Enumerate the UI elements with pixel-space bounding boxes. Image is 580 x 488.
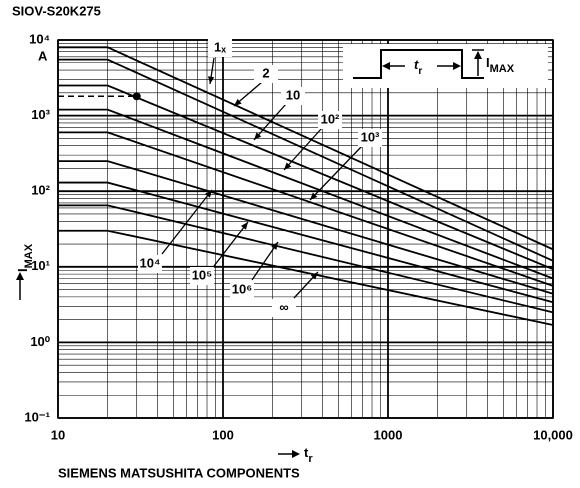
arrow-head	[310, 272, 318, 280]
arrow-head	[234, 98, 242, 106]
series-label: 10⁵	[192, 267, 213, 282]
arrow-head	[271, 242, 278, 250]
inset-i-main: I	[486, 55, 490, 70]
y-tick-label: 10¹	[31, 258, 50, 273]
series-label: 10⁴	[140, 255, 161, 270]
y-tick-label: 10²	[31, 183, 50, 198]
y-tick-label: 10⁰	[30, 334, 50, 349]
x-axis-label: tr	[304, 445, 313, 464]
label-leader	[253, 103, 287, 141]
series-label: 2	[262, 65, 269, 80]
plot-frame	[57, 39, 554, 419]
arrow-head	[292, 450, 300, 458]
label-leader	[213, 221, 249, 267]
arrow-head	[382, 62, 390, 70]
label-bg	[208, 39, 232, 57]
inset-t-sub: r	[418, 66, 422, 77]
arrow-head	[16, 272, 24, 280]
label-leader	[309, 145, 363, 201]
series-line	[58, 46, 554, 251]
arrow-head	[205, 190, 212, 198]
chart-title: SIOV-S20K275	[12, 3, 101, 18]
label-leader	[251, 241, 279, 281]
inset-t-label: tr	[414, 57, 422, 76]
arrow-head	[241, 222, 248, 230]
label-leader	[283, 127, 323, 171]
series-line	[58, 229, 554, 326]
series-label: 10²	[321, 111, 340, 126]
label-bg	[230, 281, 254, 299]
pulse-shape	[353, 49, 484, 79]
inset-imax-label: IMAX	[486, 55, 515, 74]
label-bg	[358, 129, 382, 147]
label-bg	[318, 111, 342, 129]
x-label-sub: r	[308, 453, 313, 465]
y-label-sub: MAX	[23, 243, 35, 268]
series-label: 10³	[361, 129, 380, 144]
series-label: 10⁶	[232, 281, 252, 296]
label-bg	[272, 299, 296, 317]
label-bg	[190, 267, 214, 285]
marker-point	[132, 92, 141, 101]
arrow-head	[453, 62, 461, 70]
inset-t-main: t	[414, 57, 419, 72]
series-line	[58, 108, 554, 280]
y-tick-label: 10⁻¹	[24, 409, 50, 424]
arrow-head	[310, 192, 318, 200]
series-line	[58, 131, 554, 287]
y-label-main: I	[15, 268, 30, 272]
series-label: 1ₓ	[214, 39, 226, 54]
x-tick-label: 1000	[374, 427, 403, 442]
series-line	[58, 58, 554, 262]
series-line	[58, 181, 554, 304]
arrow-head	[474, 51, 482, 59]
arrow-head	[284, 162, 292, 170]
y-axis-label: IMAX	[15, 243, 34, 272]
inset-i-sub: MAX	[490, 63, 515, 75]
x-tick-label: 10	[51, 427, 65, 442]
y-tick-label: 10⁴	[29, 31, 50, 46]
series-line	[58, 160, 554, 295]
x-tick-label: 10,000	[533, 427, 573, 442]
series-label: 10	[286, 87, 300, 102]
series-label: ∞	[279, 299, 288, 314]
y-tick-label: 10³	[31, 107, 50, 122]
series-line	[58, 84, 554, 271]
label-bg	[138, 255, 162, 273]
x-label-main: t	[304, 445, 309, 460]
series-line	[58, 204, 554, 314]
label-bg	[254, 65, 278, 83]
label-bg	[281, 87, 305, 105]
footer: SIEMENS MATSUSHITA COMPONENTS	[58, 465, 300, 480]
unit-label: A	[38, 48, 48, 63]
arrow-head	[254, 132, 262, 140]
label-leader	[161, 189, 213, 255]
arrow-head	[208, 76, 215, 84]
x-tick-label: 100	[212, 427, 234, 442]
